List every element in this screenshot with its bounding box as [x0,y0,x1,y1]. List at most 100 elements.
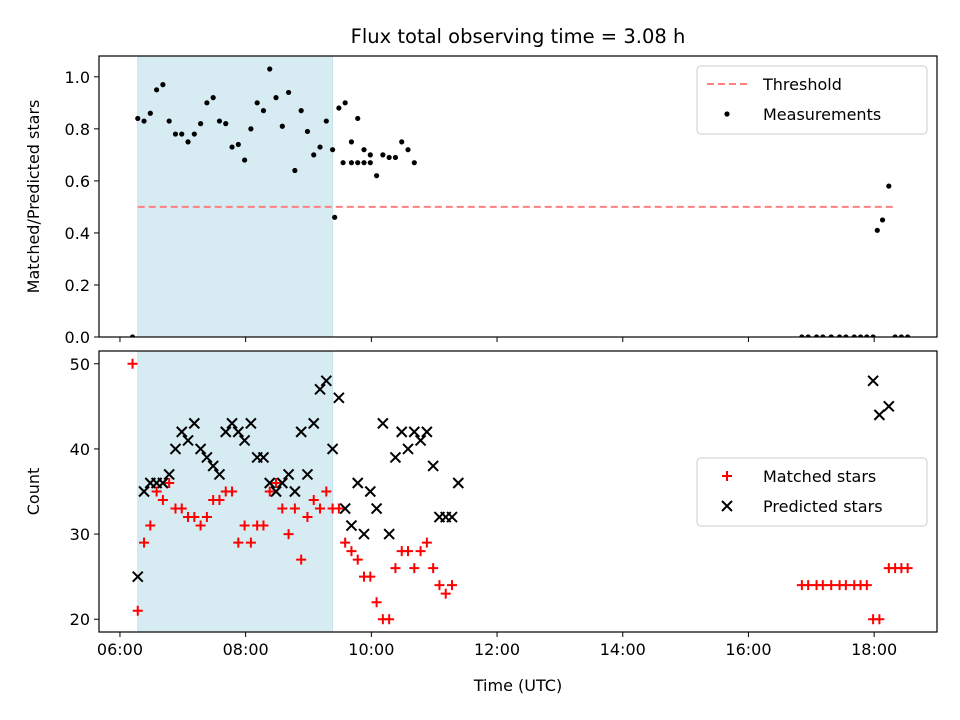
data-point [411,160,417,166]
data-point [271,477,282,488]
data-point [189,512,200,523]
data-point [892,334,898,337]
legend: Matched stars Predicted stars [696,457,928,527]
y-axis-label: Matched/Predicted stars [24,100,43,294]
data-point [326,443,339,455]
data-point [194,443,207,455]
data-point [339,502,351,515]
data-point [380,152,386,158]
data-point [390,563,401,574]
data-point [315,503,326,514]
data-point [176,503,187,514]
data-point [145,520,156,531]
data-point [799,334,805,337]
data-point [355,115,361,122]
data-point [813,334,820,337]
data-point [195,520,206,531]
data-point [323,118,329,124]
data-point [367,160,373,166]
data-point [365,571,376,582]
data-point [138,485,150,498]
y-tick-label: 20 [70,610,90,629]
plot-area [129,66,911,337]
data-point [873,409,886,421]
data-point [264,477,276,489]
data-point [352,554,363,565]
data-point [132,570,144,583]
data-point [320,375,333,387]
y-tick-label: 1.0 [65,68,90,87]
x-tick-label: 08:00 [223,640,269,659]
data-point [258,520,269,531]
data-point [867,375,879,387]
ratio-panel: 0.0 0.2 0.4 0.6 0.8 1.0 Matched/Predicted star… [24,55,938,347]
data-point [902,563,913,574]
data-point [820,334,826,337]
data-point [389,451,402,464]
data-point [348,139,355,145]
data-point [342,100,348,106]
y-axis-label: Count [24,468,43,516]
data-point [276,477,289,489]
data-point [166,118,172,124]
x-tick-label: 12:00 [474,640,520,659]
data-point [308,495,319,506]
x-axis-label: Time (UTC) [473,676,562,695]
data-point [377,417,389,430]
data-point [201,512,212,523]
data-point [295,426,307,438]
data-point [861,580,872,591]
data-point [127,358,138,369]
data-point [191,131,197,137]
legend-marker [722,471,732,481]
data-point [874,614,885,625]
data-point [346,546,357,557]
data-point [264,486,275,497]
data-point [883,400,895,413]
legend-marker [721,500,733,512]
data-point [283,529,294,540]
series-matched-stars [127,358,913,625]
data-point [216,118,223,124]
data-point [396,426,408,438]
data-point [135,115,141,122]
data-point [157,495,168,506]
data-point [210,95,216,101]
data-point [317,144,323,150]
data-point [409,563,420,574]
data-point [828,334,834,337]
data-point [879,217,886,223]
data-point [301,468,314,481]
legend-entry: Measurements [763,105,881,124]
y-tick-label: 0.2 [65,276,90,295]
count-panel: 06:00 08:00 10:00 12:00 14:00 16:00 18:00 20 30 4… [24,350,938,695]
data-point [843,334,849,337]
data-point [905,334,911,337]
data-point [340,537,351,548]
data-point [129,334,136,337]
y-tick-label: 50 [70,355,90,374]
data-point [851,334,857,337]
data-point [242,157,248,163]
data-point [207,460,219,472]
plot-area [127,358,913,625]
y-tick-label: 0.4 [65,224,90,243]
chart-title: Flux total observing time = 3.08 h [351,25,686,48]
data-point [235,141,241,148]
data-point [392,154,399,161]
data-point [402,443,414,455]
data-point [340,160,346,166]
data-point [427,460,439,472]
series-predicted-stars [132,375,895,583]
data-point [345,519,358,532]
data-point [282,468,295,481]
data-point [370,502,383,515]
data-point [296,554,307,565]
data-point [364,485,377,498]
data-point [803,580,814,591]
data-point [817,580,828,591]
data-point [304,128,311,135]
data-point [233,537,244,548]
x-tick-label: 06:00 [97,640,143,659]
data-point [348,160,355,166]
